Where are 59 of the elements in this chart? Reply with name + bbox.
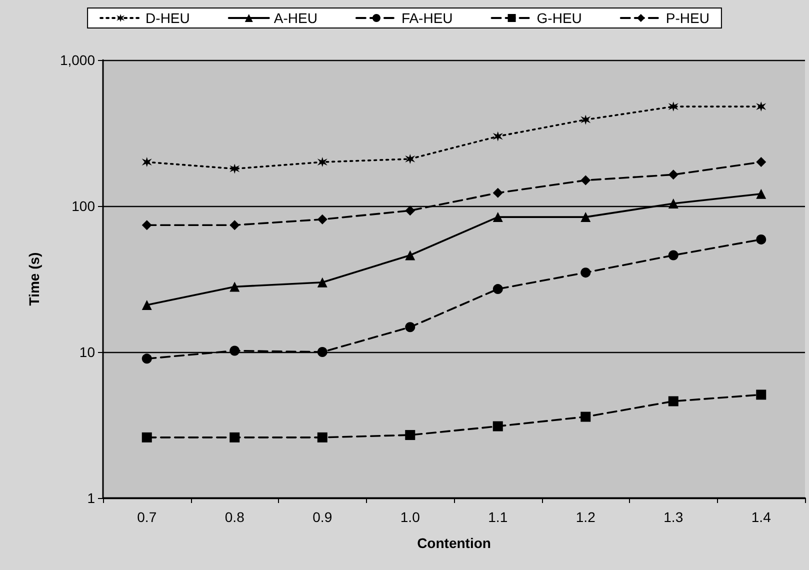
point <box>405 250 416 260</box>
y-tick-label: 100 <box>72 198 96 214</box>
x-tick-label: 1.0 <box>400 509 420 525</box>
point <box>142 220 152 230</box>
x-tick-label: 0.9 <box>312 509 332 525</box>
point <box>230 220 240 230</box>
point <box>668 250 678 260</box>
x-tick-label: 1.4 <box>751 509 772 525</box>
legend-label: G-HEU <box>536 10 582 26</box>
point <box>142 432 152 442</box>
point <box>142 354 152 364</box>
y-tick-label: 1,000 <box>60 52 96 68</box>
point <box>492 421 503 432</box>
x-axis-title: Contention <box>417 535 491 551</box>
point <box>317 157 328 168</box>
point <box>756 188 766 199</box>
point <box>492 212 503 222</box>
point <box>492 188 503 198</box>
point <box>668 198 678 209</box>
point <box>405 206 416 216</box>
x-tick-label: 1.3 <box>664 509 684 525</box>
point <box>668 170 678 180</box>
x-tick-label: 1.2 <box>576 509 596 525</box>
point <box>580 268 591 278</box>
point <box>317 214 328 224</box>
point <box>580 114 591 125</box>
point <box>405 322 416 332</box>
point <box>230 164 240 174</box>
x-tick-label: 0.8 <box>224 509 245 525</box>
legend-label: P-HEU <box>666 10 710 26</box>
legend-label: D-HEU <box>146 10 190 26</box>
point <box>756 390 766 400</box>
point <box>580 212 591 222</box>
point <box>142 300 152 310</box>
point <box>230 282 240 292</box>
point <box>580 175 591 186</box>
point <box>405 430 416 440</box>
point <box>230 432 240 442</box>
y-tick-label: 10 <box>79 344 96 360</box>
legend-label: A-HEU <box>274 10 318 26</box>
x-tick-label: 1.1 <box>488 509 508 525</box>
point <box>317 347 328 357</box>
point <box>405 154 416 164</box>
point <box>317 277 328 288</box>
x-tick-label: 0.7 <box>137 509 157 525</box>
legend-label: FA-HEU <box>401 10 453 26</box>
point <box>756 234 766 244</box>
point <box>756 157 766 168</box>
point <box>580 412 591 422</box>
y-axis-title: Time (s) <box>26 252 42 306</box>
point <box>668 396 678 406</box>
point <box>142 157 152 168</box>
point <box>230 346 240 356</box>
point <box>317 432 328 442</box>
y-tick-label: 1 <box>87 490 96 506</box>
point <box>756 102 766 112</box>
point <box>492 131 503 142</box>
point <box>492 284 503 294</box>
point <box>668 102 678 112</box>
